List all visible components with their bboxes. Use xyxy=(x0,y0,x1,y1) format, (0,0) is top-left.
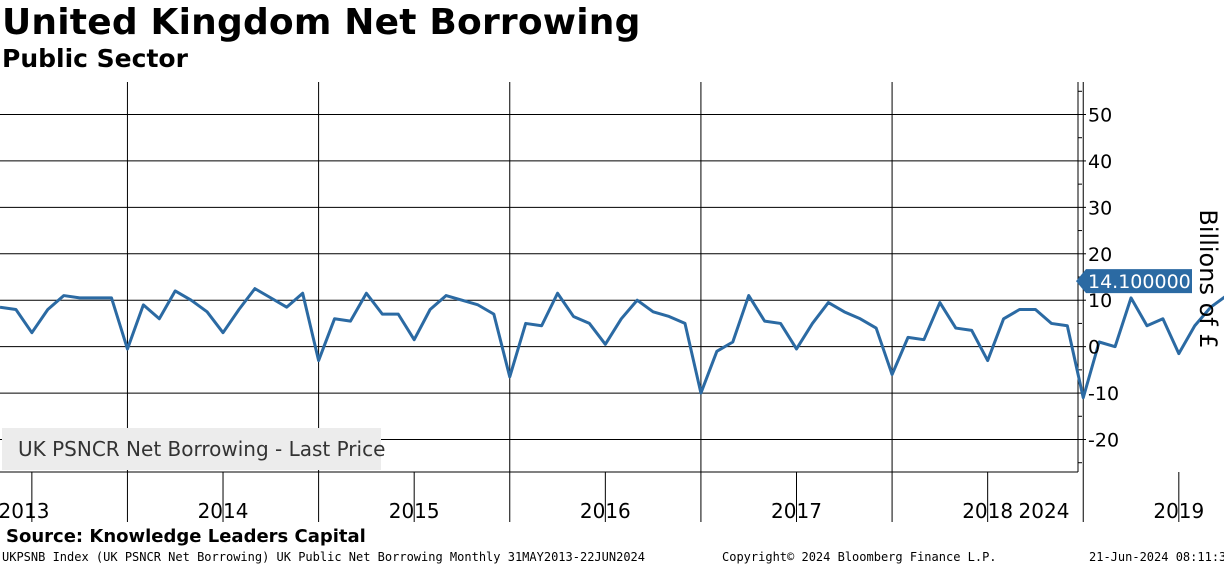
y-tick-label: -10 xyxy=(1088,383,1119,405)
y-tick-label: 0 xyxy=(1088,337,1100,359)
labels: -20 -10 0 10 20 30 40 50 2013 2014 2015 2016 2017 201… xyxy=(0,105,1222,524)
y-axis-label: Billions of £ xyxy=(1194,209,1222,348)
last-value-label: 14.100000 xyxy=(1088,271,1191,293)
legend: UK PSNCR Net Borrowing - Last Price xyxy=(2,428,385,470)
x-tick-label: 2015 xyxy=(389,499,440,523)
chart-title: United Kingdom Net Borrowing xyxy=(2,2,641,43)
legend-label: UK PSNCR Net Borrowing - Last Price xyxy=(18,437,386,461)
x-tick-label: 2024 xyxy=(1019,499,1070,523)
footer-description: UKPSNB Index (UK PSNCR Net Borrowing) UK… xyxy=(2,550,645,564)
y-tick-label: 20 xyxy=(1088,244,1112,266)
y-tick-label: -20 xyxy=(1088,430,1119,452)
y-tick-label: 30 xyxy=(1088,197,1112,219)
y-tick-label: 40 xyxy=(1088,151,1112,173)
x-tick-label: 2018 xyxy=(962,499,1013,523)
x-tick-label: 2019 xyxy=(1153,499,1204,523)
source-note: Source: Knowledge Leaders Capital xyxy=(6,526,366,547)
series-line xyxy=(0,287,1224,400)
x-tick-label: 2013 xyxy=(0,499,49,523)
chart-subtitle: Public Sector xyxy=(2,44,188,73)
y-tick-label: 50 xyxy=(1088,105,1112,127)
y-tick-label: 10 xyxy=(1088,290,1112,312)
last-value-callout: 14.100000 xyxy=(1076,269,1192,294)
grid xyxy=(0,82,1084,522)
x-tick-label: 2014 xyxy=(198,499,249,523)
axes xyxy=(0,82,1180,522)
x-tick-label: 2016 xyxy=(580,499,631,523)
series xyxy=(0,287,1224,400)
x-tick-label: 2017 xyxy=(771,499,822,523)
footer-copyright: Copyright© 2024 Bloomberg Finance L.P. xyxy=(722,550,997,564)
last-value-badge xyxy=(1076,269,1192,294)
footer-timestamp: 21-Jun-2024 08:11:39 xyxy=(1089,550,1224,564)
